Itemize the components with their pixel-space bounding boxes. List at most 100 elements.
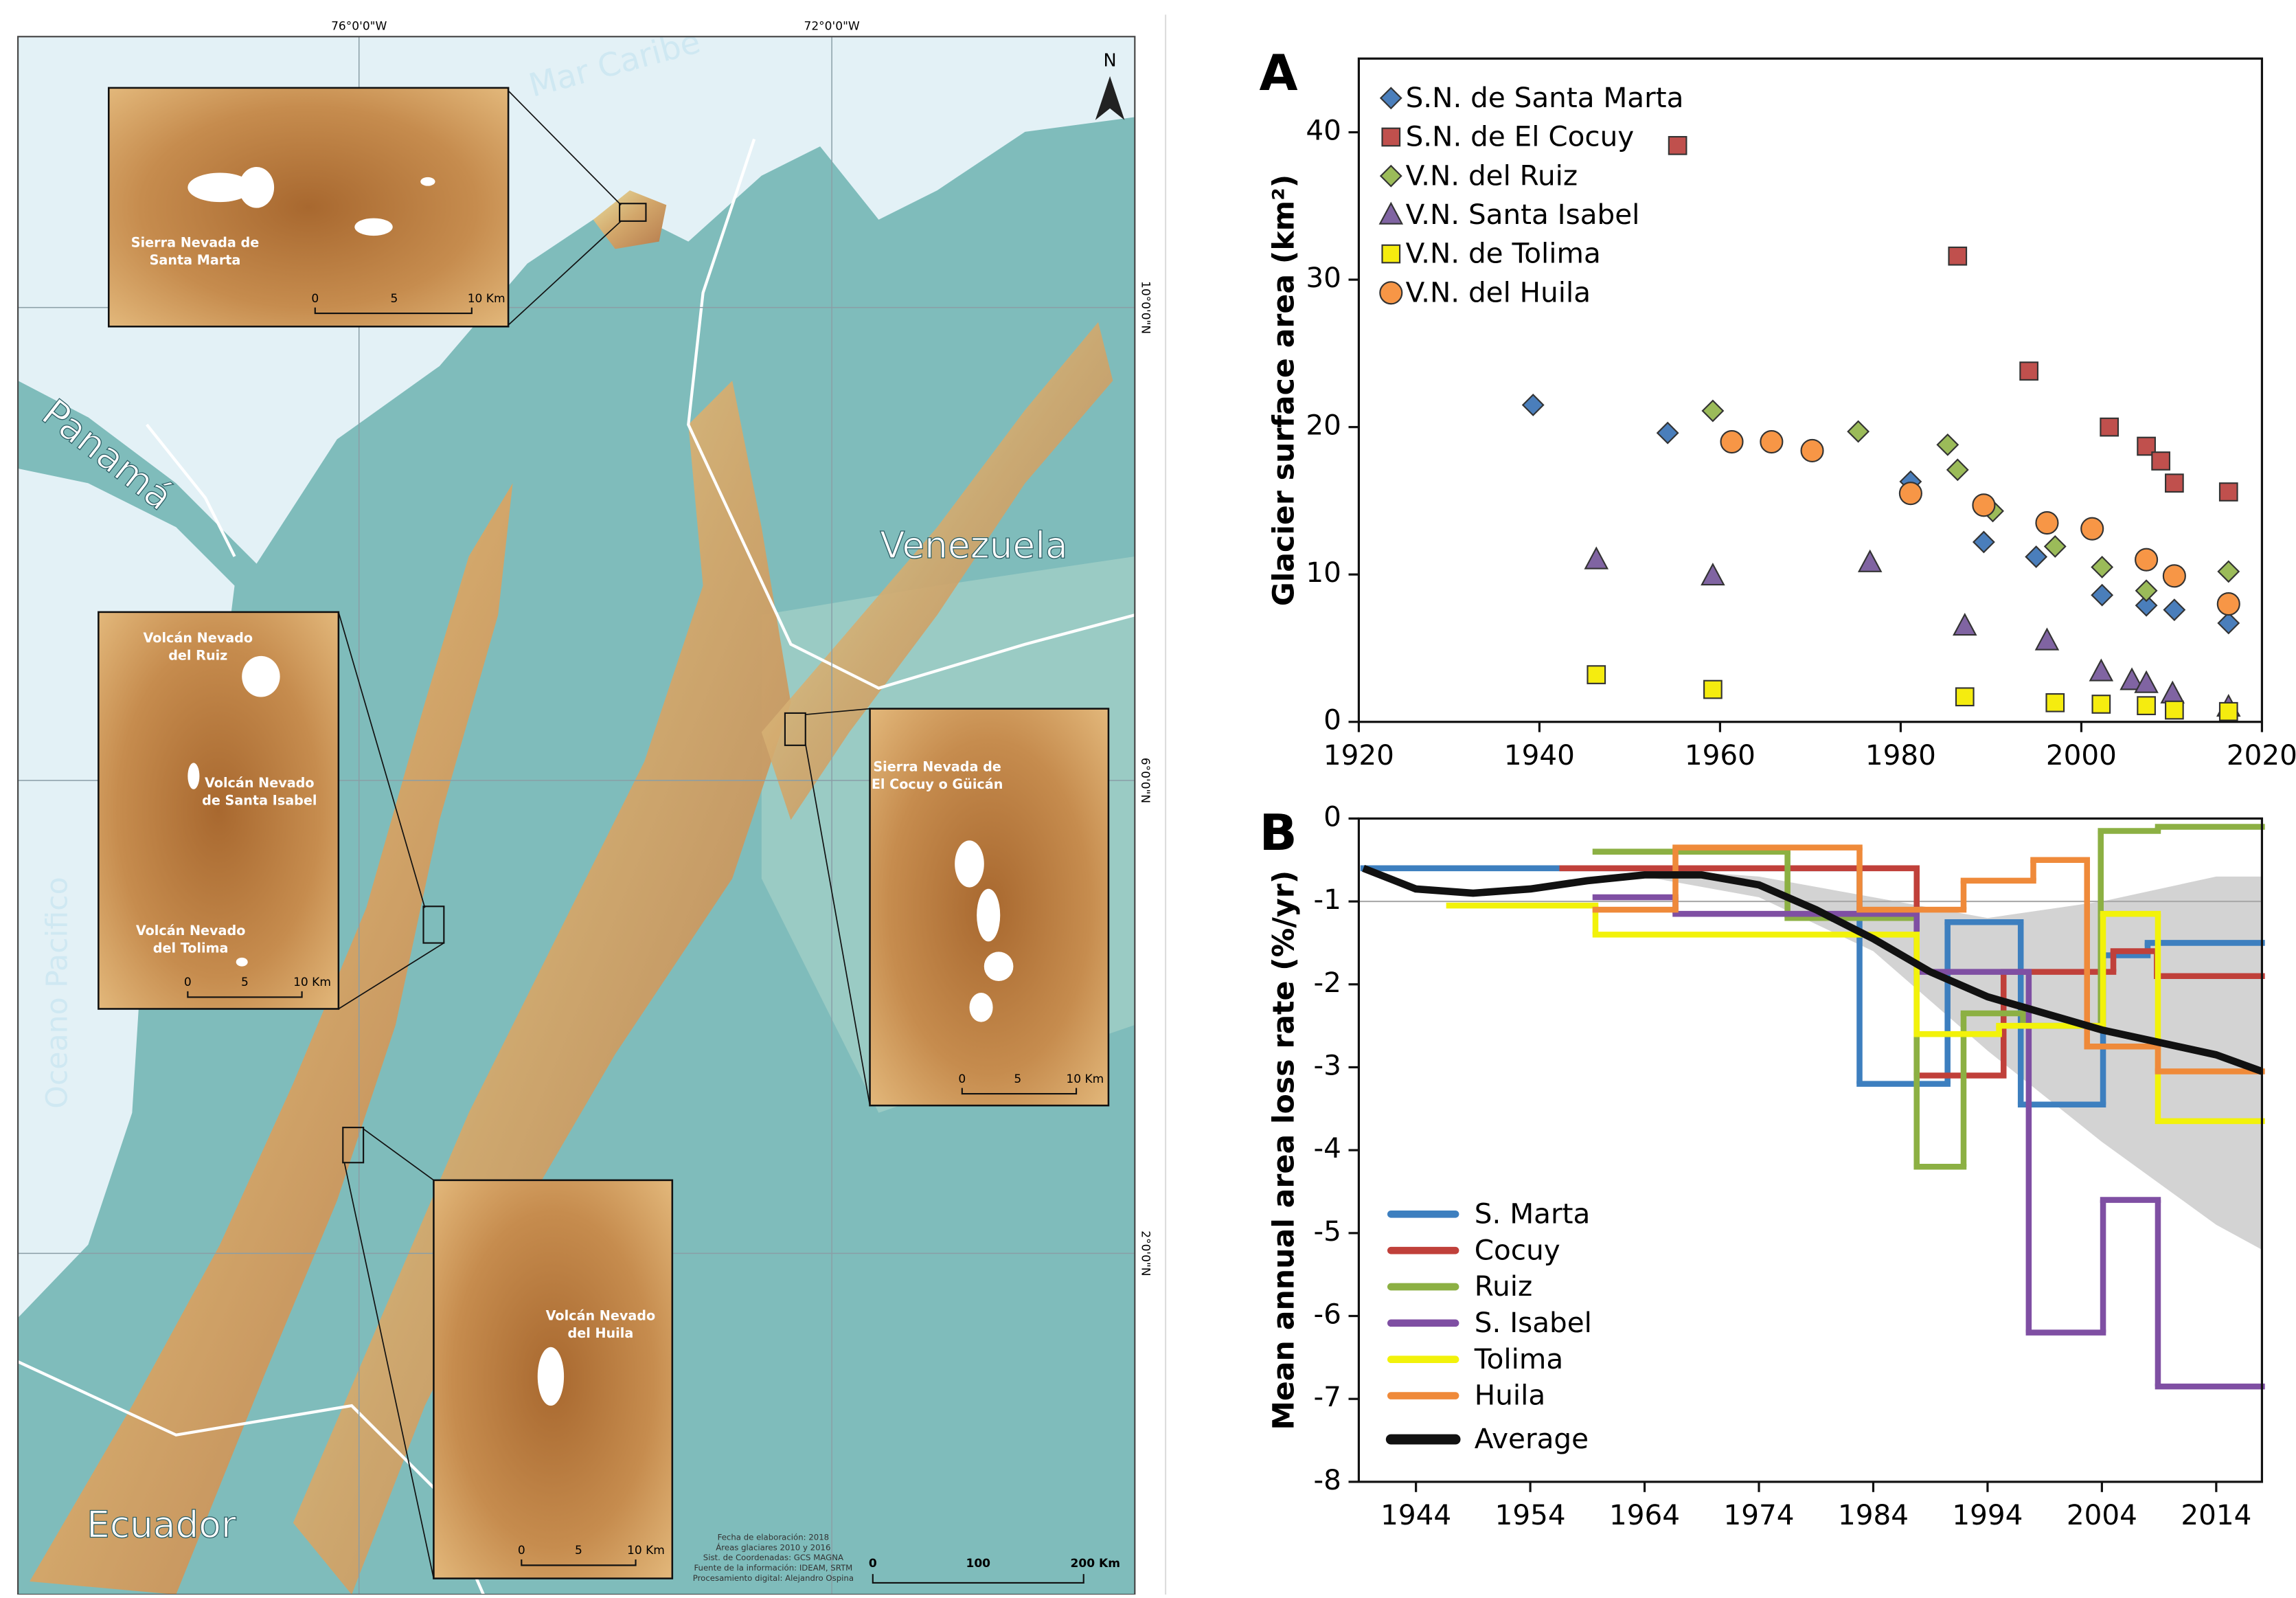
scale-label: 0 [958, 1072, 966, 1086]
graticule-label: 76°0'0"W [331, 19, 387, 33]
glacier [955, 840, 984, 887]
marker-circle [1760, 431, 1782, 453]
y-tick-label: 10 [1306, 556, 1341, 589]
marker-triangle [2036, 629, 2058, 650]
legend-label: Ruiz [1475, 1270, 1532, 1303]
y-tick-label: -2 [1313, 966, 1341, 999]
glacier [538, 1347, 564, 1406]
marker-diamond [2218, 561, 2239, 582]
marker-diamond [2026, 547, 2047, 567]
marker-diamond [2092, 557, 2113, 578]
x-tick-label: 1920 [1323, 739, 1394, 772]
glacier [354, 218, 392, 236]
marker-square [1948, 247, 1966, 265]
y-tick-label: 0 [1323, 704, 1341, 736]
inset-label: Volcán Nevado [136, 923, 246, 938]
legend-label: V.N. del Ruiz [1406, 159, 1578, 192]
y-tick-label: 20 [1306, 409, 1341, 442]
legend-marker [1380, 203, 1402, 224]
inset-label: Sierra Nevada de [131, 234, 259, 250]
legend-label: Tolima [1474, 1342, 1563, 1375]
x-tick-label: 2020 [2227, 739, 2296, 772]
legend-label: Cocuy [1475, 1233, 1560, 1266]
legend-label: V.N. Santa Isabel [1406, 198, 1640, 231]
legend-label: S.N. de Santa Marta [1406, 81, 1684, 114]
marker-circle [2163, 565, 2185, 587]
legend-label: S.N. de El Cocuy [1406, 120, 1635, 153]
x-tick-label: 2014 [2181, 1498, 2251, 1531]
uncertainty-band [1645, 868, 2262, 1250]
y-tick-label: 30 [1306, 261, 1341, 294]
y-tick-label: -7 [1313, 1380, 1341, 1413]
glacier [187, 763, 199, 789]
x-tick-label: 1974 [1723, 1498, 1794, 1531]
inset-label: de Santa Isabel [202, 792, 317, 808]
scale-label: 5 [241, 976, 249, 989]
marker-triangle [2161, 682, 2183, 703]
credit-line: Sist. de Coordenadas: GCS MAGNA [703, 1553, 843, 1562]
legend-marker [1380, 166, 1401, 186]
inset-label: del Huila [568, 1325, 634, 1341]
graticule-label: 10°0'0"N [1138, 281, 1152, 334]
marker-diamond [2092, 585, 2113, 605]
marker-square [2047, 694, 2065, 712]
marker-diamond [2136, 581, 2157, 601]
marker-diamond [1848, 421, 1869, 442]
marker-triangle [2090, 660, 2112, 681]
scale-label: 0 [311, 292, 319, 306]
glacier [969, 993, 992, 1022]
marker-square [2137, 697, 2155, 714]
marker-triangle [1859, 551, 1881, 572]
y-tick-label: -8 [1313, 1463, 1341, 1496]
y-axis-label: Mean annual area loss rate (%/yr) [1266, 870, 1301, 1430]
marker-diamond [1973, 532, 1994, 552]
x-tick-label: 1984 [1838, 1498, 1909, 1531]
marker-square [2152, 452, 2170, 470]
inset-map [109, 88, 508, 326]
marker-square [1956, 688, 1974, 706]
glacier [977, 889, 1000, 942]
plot-frame [1359, 58, 2262, 721]
inset-label: El Cocuy o Güicán [872, 776, 1003, 792]
legend-label: S. Marta [1475, 1197, 1591, 1230]
marker-square [2100, 418, 2118, 436]
page: Mar CaribePanamáVenezuelaOceano Pacifico… [0, 0, 2296, 1598]
inset-label: del Tolima [153, 941, 229, 956]
y-tick-label: 40 [1306, 114, 1341, 147]
legend-label: S. Isabel [1475, 1306, 1592, 1339]
scale-label: 10 Km [468, 292, 505, 306]
marker-circle [1973, 494, 1994, 516]
graticule-label: 6°0'0"N [1138, 758, 1152, 803]
y-tick-label: -5 [1313, 1215, 1341, 1248]
figure: Mar CaribePanamáVenezuelaOceano Pacifico… [0, 0, 2296, 1595]
inset-label: Santa Marta [150, 252, 241, 268]
inset-label: Volcán Nevado [546, 1308, 656, 1324]
x-tick-label: 1994 [1952, 1498, 2023, 1531]
marker-square [2166, 474, 2183, 492]
marker-triangle [1702, 564, 1724, 585]
scale-label: 5 [390, 292, 398, 306]
legend-marker [1383, 245, 1400, 263]
place-label: Venezuela [880, 524, 1068, 567]
legend-label: Average [1475, 1422, 1589, 1455]
marker-diamond [2045, 537, 2065, 557]
legend-marker [1380, 88, 1401, 109]
x-tick-label: 1944 [1380, 1498, 1451, 1531]
marker-square [2220, 703, 2238, 721]
legend-marker [1380, 282, 1402, 304]
inset-label: Sierra Nevada de [873, 758, 1001, 774]
scale-label: 0 [869, 1557, 877, 1571]
credit-line: Fuente de la información: IDEAM, SRTM [694, 1563, 852, 1573]
north-label: N [1104, 51, 1117, 71]
inset-label: del Ruiz [168, 647, 227, 663]
marker-square [1704, 681, 1722, 699]
marker-diamond [1523, 395, 1543, 416]
legend-marker [1383, 128, 1400, 146]
marker-circle [1801, 440, 1823, 462]
glacier [984, 952, 1014, 981]
marker-square [2166, 701, 2183, 719]
glacier [420, 177, 435, 186]
marker-square [1669, 137, 1687, 155]
